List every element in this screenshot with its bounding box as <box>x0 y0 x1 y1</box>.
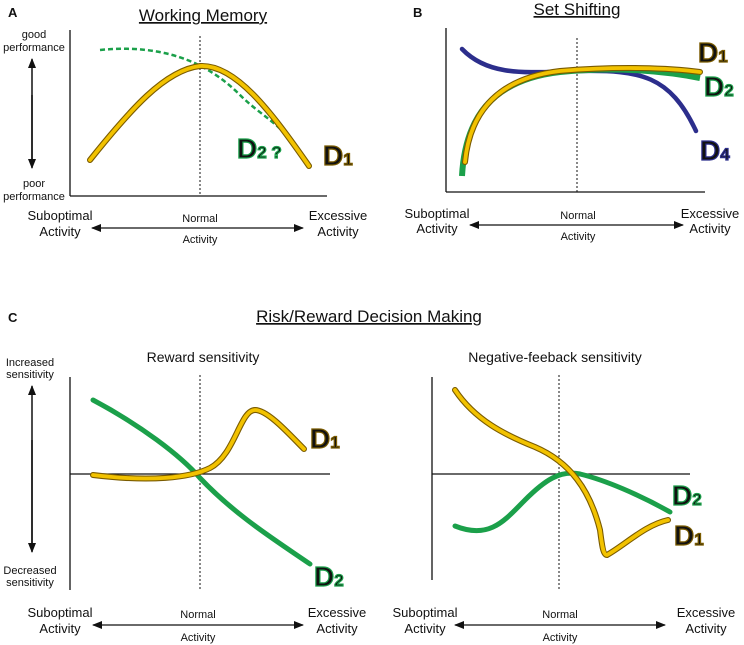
panel-b-xlabel-right-2: Activity <box>689 221 731 236</box>
panel-a-xlabel-mid-1: Normal <box>182 213 217 225</box>
panel-c-ylabel-top-1: Increased <box>6 357 54 369</box>
panel-c-left-xlabel-mid-2: Activity <box>181 632 216 644</box>
panel-a-xlabel-mid-2: Activity <box>183 234 218 246</box>
panel-b-xlabel-left-1: Suboptimal <box>404 206 469 221</box>
panel-c-letter: C <box>8 310 18 325</box>
panel-c-left-subtitle: Reward sensitivity <box>147 349 260 365</box>
panel-a-xlabel-left-1: Suboptimal <box>27 208 92 223</box>
panel-a-title: Working Memory <box>139 6 268 25</box>
panel-b-d4-label: D4 <box>700 135 730 166</box>
panel-c-ylabel-bottom-2: sensitivity <box>6 577 54 589</box>
panel-c-right-d2-label: D2 <box>672 480 702 511</box>
panel-c-ylabel-bottom-1: Decreased <box>3 565 56 577</box>
panel-b-d4-curve <box>459 46 699 134</box>
panel-a-d2-label: D2 ? <box>237 133 282 164</box>
panel-b-xlabel-mid-2: Activity <box>561 231 596 243</box>
panel-a: A Working Memory good performance poor p… <box>3 5 367 246</box>
panel-c-right-d2-curve <box>452 470 673 534</box>
panel-c-left-d2-curve <box>90 397 313 567</box>
panel-b: B Set Shifting D1 D2 D4 Suboptimal Activ… <box>404 0 739 243</box>
panel-c-ylabel-top-2: sensitivity <box>6 369 54 381</box>
panel-a-xlabel-right-1: Excessive <box>309 208 368 223</box>
panel-b-letter: B <box>413 5 422 20</box>
panel-b-title: Set Shifting <box>534 0 621 19</box>
panel-c-right-subtitle: Negative-feeback sensitivity <box>468 349 642 365</box>
panel-c-right-d1-curve <box>453 388 670 557</box>
panel-b-xlabel-right-1: Excessive <box>681 206 740 221</box>
panel-a-ylabel-top-1: good <box>22 29 46 41</box>
panel-b-xlabel-left-2: Activity <box>416 221 458 236</box>
panel-a-xlabel-left-2: Activity <box>39 224 81 239</box>
panel-c-title: Risk/Reward Decision Making <box>256 307 482 326</box>
panel-c-left-d2-label: D2 <box>314 561 344 592</box>
panel-c-right-xlabel-mid-1: Normal <box>542 609 577 621</box>
panel-c-left-xlabel-right-2: Activity <box>316 621 358 636</box>
panel-c-left-xlabel-mid-1: Normal <box>180 609 215 621</box>
panel-c-left-xlabel-right-1: Excessive <box>308 605 367 620</box>
panel-a-d2-dashed-curve <box>99 47 294 145</box>
panel-c-right-xlabel-right-1: Excessive <box>677 605 736 620</box>
panel-c-right-xlabel-left-2: Activity <box>404 621 446 636</box>
panel-c-left-d1-curve <box>91 408 306 481</box>
panel-b-d2-label: D2 <box>704 71 734 102</box>
panel-a-ylabel-bottom-1: poor <box>23 178 45 190</box>
panel-a-ylabel-top-2: performance <box>3 42 65 54</box>
panel-b-d1-label: D1 <box>698 37 728 68</box>
panel-c-right-d1-label: D1 <box>674 520 704 551</box>
panel-c-left-xlabel-left-1: Suboptimal <box>27 605 92 620</box>
panel-b-xlabel-mid-1: Normal <box>560 210 595 222</box>
panel-a-letter: A <box>8 5 18 20</box>
panel-c-right-xlabel-mid-2: Activity <box>543 632 578 644</box>
panel-c-right-xlabel-right-2: Activity <box>685 621 727 636</box>
panel-c: C Risk/Reward Decision Making Reward sen… <box>3 307 735 644</box>
panel-b-d1-curve <box>463 66 702 164</box>
panel-a-d1-curve <box>88 64 311 168</box>
panel-a-d1-label: D1 <box>323 140 353 171</box>
panel-a-ylabel-bottom-2: performance <box>3 191 65 203</box>
panel-c-right-xlabel-left-1: Suboptimal <box>392 605 457 620</box>
panel-b-d1-curve-outline <box>462 65 703 165</box>
panel-c-left-xlabel-left-2: Activity <box>39 621 81 636</box>
panel-a-xlabel-right-2: Activity <box>317 224 359 239</box>
panel-c-left-d1-label: D1 <box>310 423 340 454</box>
